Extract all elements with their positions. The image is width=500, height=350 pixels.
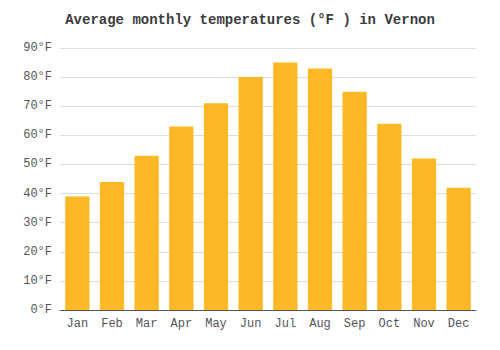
svg-text:Oct: Oct — [379, 317, 401, 331]
svg-text:90°F: 90°F — [23, 41, 52, 55]
svg-text:60°F: 60°F — [23, 128, 52, 142]
svg-text:Feb: Feb — [101, 317, 123, 331]
svg-text:70°F: 70°F — [23, 99, 52, 113]
svg-text:40°F: 40°F — [23, 187, 52, 201]
svg-text:Sep: Sep — [344, 317, 366, 331]
svg-text:Jun: Jun — [240, 317, 262, 331]
svg-text:Jan: Jan — [67, 317, 89, 331]
svg-text:Average monthly temperatures (: Average monthly temperatures (°F ) in Ve… — [65, 12, 435, 28]
svg-text:20°F: 20°F — [23, 245, 52, 259]
svg-text:May: May — [205, 317, 227, 331]
svg-text:30°F: 30°F — [23, 216, 52, 230]
svg-text:50°F: 50°F — [23, 157, 52, 171]
svg-text:Nov: Nov — [413, 317, 435, 331]
svg-text:0°F: 0°F — [30, 303, 52, 317]
svg-text:Dec: Dec — [448, 317, 470, 331]
svg-text:Aug: Aug — [309, 317, 331, 331]
svg-text:10°F: 10°F — [23, 274, 52, 288]
svg-text:Apr: Apr — [171, 317, 193, 331]
svg-text:80°F: 80°F — [23, 70, 52, 84]
svg-text:Jul: Jul — [275, 317, 297, 331]
svg-text:Mar: Mar — [136, 317, 158, 331]
